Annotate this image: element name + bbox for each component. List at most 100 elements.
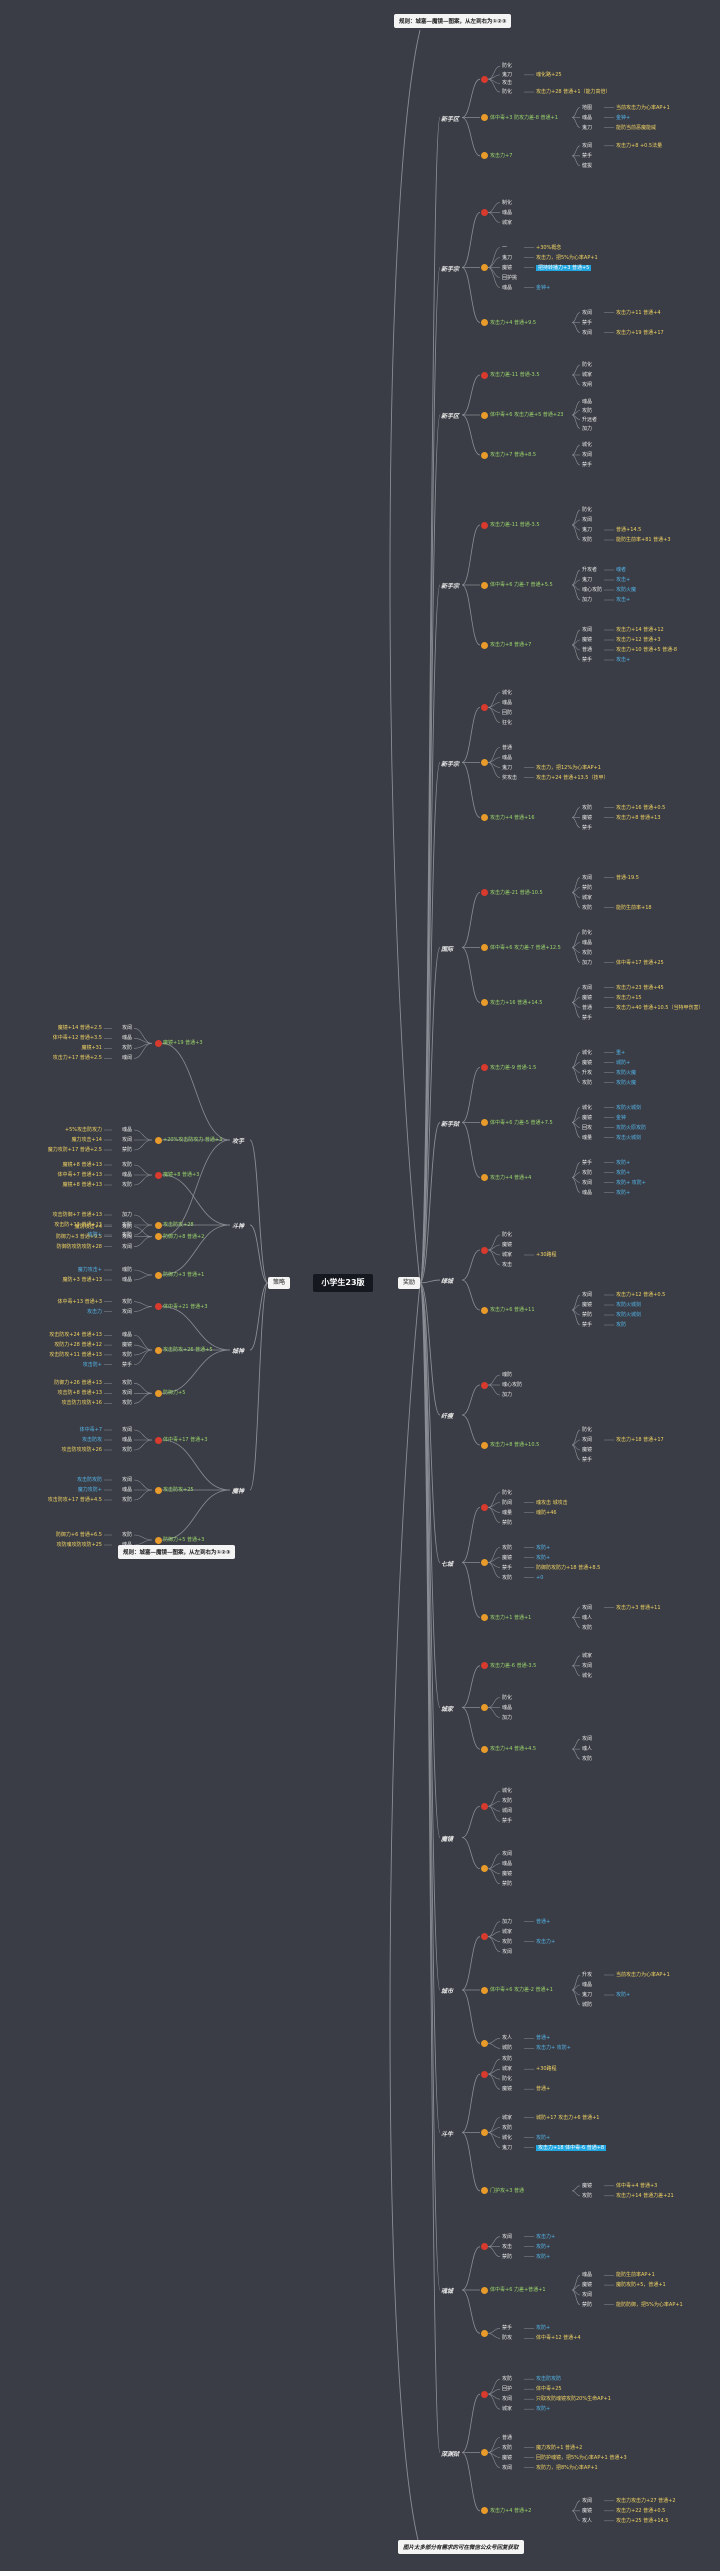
item-label: 攻防 bbox=[502, 1544, 513, 1551]
sub-node-dot bbox=[480, 1381, 488, 1389]
connector bbox=[487, 1805, 501, 1822]
connector bbox=[249, 1282, 269, 1491]
item-value: 攻击+ bbox=[616, 577, 631, 583]
right-category[interactable]: 城家 bbox=[441, 1705, 454, 1713]
sub-node-dot bbox=[480, 1306, 488, 1314]
item-value: 攻防力，把8%为心率AP+1 bbox=[536, 2464, 598, 2471]
connector bbox=[571, 644, 581, 661]
right-category[interactable]: 绿城 bbox=[441, 1278, 454, 1285]
item-value: 魂者 bbox=[616, 567, 627, 573]
item-label: 攻阔 bbox=[582, 1179, 593, 1186]
item-label: 魂人 bbox=[582, 1614, 593, 1621]
sub-node-label: 体中毒+6 攻力差-7 普通+12.5 bbox=[490, 944, 561, 951]
item-label: 魂晶 bbox=[582, 114, 593, 121]
item-label: 防化 bbox=[582, 507, 593, 513]
left-category[interactable]: 城神 bbox=[232, 1348, 245, 1355]
right-category[interactable]: 新手狱 bbox=[441, 1120, 460, 1128]
sub-node-dot bbox=[480, 581, 488, 589]
item-value: 攻击力+ bbox=[536, 1938, 556, 1945]
item-value: 攻击力+28 普通+1（能力高倍） bbox=[536, 89, 611, 96]
right-category[interactable]: 七城 bbox=[441, 1560, 454, 1568]
connector bbox=[461, 1414, 481, 1446]
right-category[interactable]: 国际 bbox=[441, 945, 454, 953]
sub-node-label: 魔镜+8 普通+3 bbox=[163, 1172, 200, 1178]
connector bbox=[487, 2132, 501, 2148]
sub-node-dot bbox=[480, 889, 488, 896]
item-label: 攻阔 bbox=[582, 517, 593, 523]
left-category[interactable]: 魔神 bbox=[232, 1488, 245, 1495]
right-category[interactable]: 纤瘦 bbox=[441, 1413, 454, 1420]
item-label: 防化 bbox=[502, 89, 513, 96]
left-tab[interactable]: 策略 bbox=[268, 1277, 290, 1289]
item-label: 普通 bbox=[502, 744, 513, 751]
item-label: 城防 bbox=[582, 2002, 593, 2008]
connector bbox=[487, 2246, 501, 2257]
connector bbox=[419, 584, 441, 1284]
sub-node-dot bbox=[480, 2449, 488, 2456]
item-value: 攻防+ bbox=[536, 2134, 551, 2141]
item-label: 健拔 bbox=[582, 162, 593, 169]
item-value: +30路程 bbox=[536, 2066, 557, 2073]
right-category[interactable]: 新手宗 bbox=[441, 583, 460, 590]
item-label: 攻阔 bbox=[121, 1427, 132, 1433]
item-value: 攻击力+14 普通+12 bbox=[616, 627, 664, 633]
item-label: 攻阔 bbox=[582, 1736, 593, 1743]
right-tab[interactable]: 奖励 bbox=[398, 1277, 420, 1289]
item-label: 魔镜 bbox=[582, 637, 593, 643]
right-category[interactable]: 新手区 bbox=[441, 413, 460, 420]
connector bbox=[571, 2500, 581, 2512]
right-category[interactable]: 深渊狱 bbox=[441, 2450, 460, 2458]
connector bbox=[461, 1067, 481, 1123]
sub-node-dot bbox=[480, 814, 488, 821]
connector bbox=[133, 1043, 153, 1059]
connector bbox=[133, 1534, 153, 1541]
item-label: 城化 bbox=[502, 2134, 513, 2141]
left-category[interactable]: 斗神 bbox=[232, 1223, 245, 1230]
connector bbox=[133, 1274, 153, 1281]
item-label: 攻阔 bbox=[582, 142, 593, 149]
connector bbox=[161, 1174, 231, 1226]
item-label: 攻防 bbox=[121, 1497, 132, 1503]
right-category[interactable]: 城市 bbox=[441, 1988, 454, 1995]
right-category[interactable]: 魂城 bbox=[441, 2288, 454, 2295]
item-label: 普通 bbox=[502, 2434, 513, 2441]
item-label: 城家 bbox=[502, 2406, 513, 2413]
item-value: 体中毒+17 普通+25 bbox=[616, 959, 664, 966]
item-label: 攻阔 bbox=[121, 1025, 132, 1032]
right-category[interactable]: 新手区 bbox=[441, 115, 460, 123]
right-category[interactable]: 新手宗 bbox=[441, 760, 460, 768]
item-value: 普通+ bbox=[536, 2086, 551, 2093]
item-label: 魂晶 bbox=[121, 1172, 132, 1178]
item-label: 城家 bbox=[502, 1252, 513, 1258]
sub-node-label: +20%攻击防攻力 普通+3 bbox=[163, 1137, 223, 1143]
connector bbox=[461, 1279, 481, 1311]
item-label: 魔镜 bbox=[582, 2182, 593, 2189]
item-label: 鬼刀 bbox=[502, 71, 513, 78]
item-value: 攻防+ bbox=[536, 1544, 551, 1551]
connector bbox=[571, 817, 581, 828]
item-label: 城家 bbox=[582, 1652, 593, 1659]
sub-node-dot bbox=[480, 2187, 488, 2195]
item-value: 攻击力+14 普通力差+21 bbox=[616, 2192, 674, 2199]
item-label: 攻阔 bbox=[502, 2396, 513, 2403]
left-category[interactable]: 攻手 bbox=[232, 1138, 245, 1145]
right-category[interactable]: 新手宗 bbox=[441, 265, 460, 273]
item-label: 城化 bbox=[502, 1788, 513, 1795]
item-label: 魂量 bbox=[582, 1134, 593, 1141]
connector bbox=[571, 1177, 581, 1193]
item-label: 攻防 bbox=[121, 1298, 132, 1305]
connector bbox=[487, 2236, 501, 2247]
item-value: 魔力攻击+14 bbox=[71, 1137, 102, 1143]
sub-node-label: 攻击力+7 普通+8.5 bbox=[490, 452, 537, 458]
right-category[interactable]: 斗牛 bbox=[441, 2130, 454, 2138]
sub-node-label: 防御力+5 bbox=[163, 1390, 186, 1397]
right-category[interactable]: 魔镜 bbox=[441, 1835, 454, 1843]
connector bbox=[419, 1282, 441, 1838]
sub-node-label: 攻击力+4 普通+9.5 bbox=[490, 319, 537, 326]
item-value: 攻击力+40 普通+10.5（当特甲伤害） bbox=[616, 1004, 704, 1011]
connector bbox=[487, 247, 501, 268]
item-value: 体中毒+13 普通+3 bbox=[57, 1298, 102, 1305]
item-label: 防化 bbox=[582, 362, 593, 368]
sub-node-dot bbox=[480, 1174, 488, 1181]
item-label: 禁手 bbox=[502, 1564, 513, 1571]
